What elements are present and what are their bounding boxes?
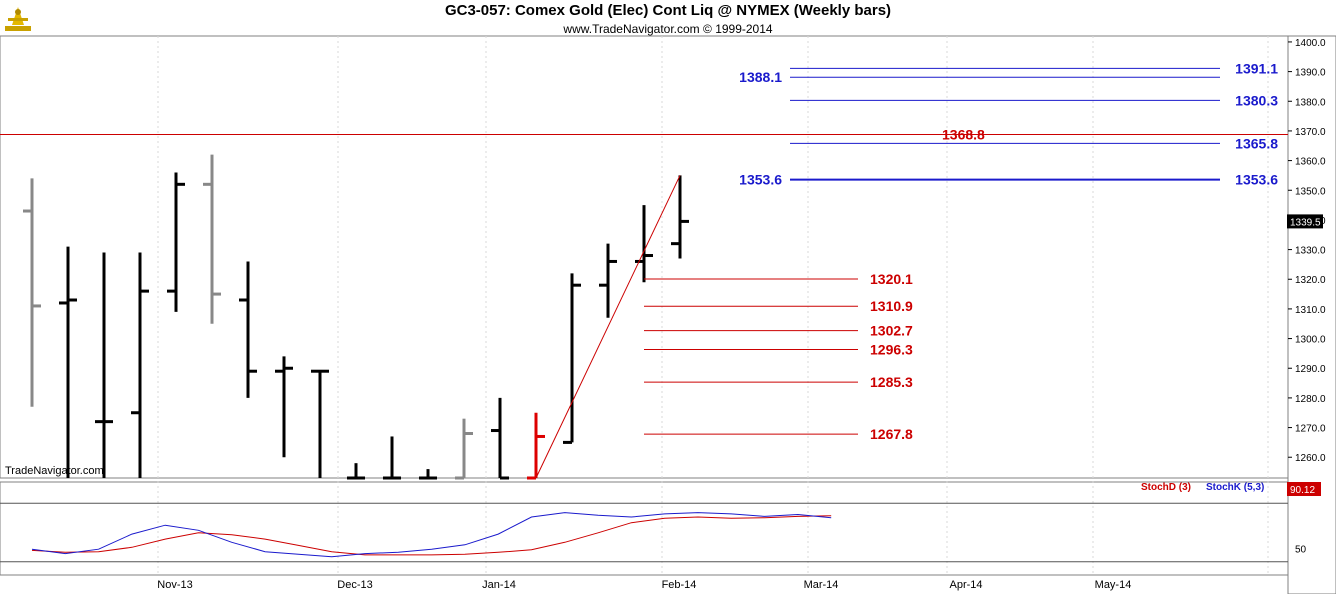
trend-line [535, 175, 681, 479]
x-tick-label: Dec-13 [337, 579, 372, 591]
x-tick-label: Feb-14 [662, 579, 697, 591]
watermark: TradeNavigator.com [5, 465, 104, 477]
last-price-label: 1339.5 [1290, 217, 1321, 228]
stoch-pane [0, 481, 1289, 576]
red-level-label: 1320.1 [870, 271, 913, 287]
y-tick-label: 1400.0 [1295, 38, 1326, 49]
stoch-y-tick-label: 50 [1295, 545, 1307, 556]
blue-level-label: 1380.3 [1235, 92, 1278, 108]
y-tick-label: 1290.0 [1295, 364, 1326, 375]
red-level-label: 1267.8 [870, 426, 913, 442]
red-level-label: 1285.3 [870, 374, 913, 390]
stoch-legend-d: StochD (3) [1141, 482, 1191, 493]
x-tick-label: Jan-14 [482, 579, 516, 591]
x-tick-label: May-14 [1095, 579, 1132, 591]
stoch-series-line [31, 515, 832, 556]
x-tick-label: Apr-14 [949, 579, 982, 591]
chart-subtitle: www.TradeNavigator.com © 1999-2014 [563, 22, 773, 36]
y-tick-label: 1320.0 [1295, 275, 1326, 286]
price-pane [0, 35, 1289, 479]
last-price-badge [1287, 214, 1323, 229]
blue-level-label: 1353.6 [1235, 172, 1278, 188]
y-tick-label: 1370.0 [1295, 127, 1326, 138]
stoch-legend-k: StochK (5,3) [1206, 482, 1264, 493]
blue-level-label: 1365.8 [1235, 135, 1278, 151]
y-tick-label: 1270.0 [1295, 424, 1326, 435]
y-tick-label: 1340.0 [1295, 216, 1326, 227]
stoch-series-line [31, 512, 832, 558]
y-tick-label: 1390.0 [1295, 68, 1326, 79]
red-level-label: 1310.9 [870, 298, 913, 314]
chart-title: GC3-057: Comex Gold (Elec) Cont Liq @ NY… [444, 2, 892, 19]
blue-level-label: 1388.1 [739, 69, 782, 85]
price-axis [1287, 35, 1336, 594]
red-level-label: 1296.3 [870, 342, 913, 358]
stoch-last-value-label: 90.12 [1290, 485, 1315, 496]
y-tick-label: 1310.0 [1295, 305, 1326, 316]
x-tick-label: Nov-13 [157, 579, 192, 591]
y-tick-label: 1360.0 [1295, 157, 1326, 168]
blue-level-label: 1391.1 [1235, 60, 1278, 76]
y-tick-label: 1260.0 [1295, 453, 1326, 464]
y-tick-label: 1300.0 [1295, 335, 1326, 346]
y-tick-label: 1280.0 [1295, 394, 1326, 405]
blue-level-label: 1353.6 [739, 172, 782, 188]
y-tick-label: 1350.0 [1295, 186, 1326, 197]
stoch-last-value-badge [1287, 482, 1321, 496]
x-tick-label: Mar-14 [804, 579, 839, 591]
red-level-label: 1368.8 [942, 126, 985, 142]
y-tick-label: 1380.0 [1295, 97, 1326, 108]
y-tick-label: 1330.0 [1295, 246, 1326, 257]
trade-navigator-logo-icon [5, 7, 31, 31]
red-level-label: 1302.7 [870, 323, 913, 339]
